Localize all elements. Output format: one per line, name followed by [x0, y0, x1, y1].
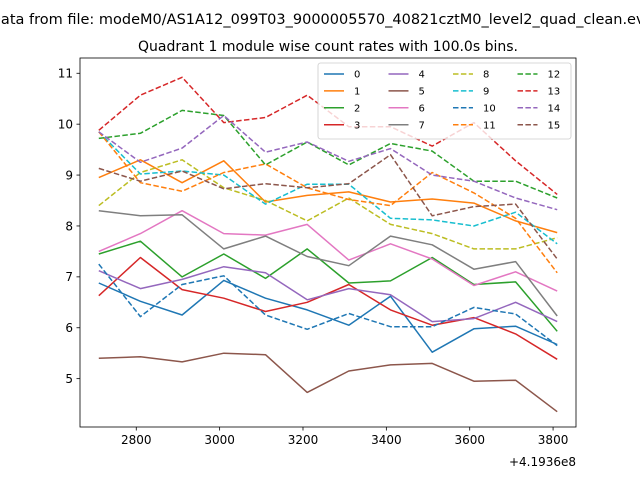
legend-label-4: 4: [419, 70, 425, 81]
y-tick-label-5: 5: [65, 372, 73, 386]
series-line-15: [98, 153, 558, 260]
legend-label-10: 10: [483, 103, 496, 114]
x-tick-label-3600: 3600: [454, 433, 485, 447]
series-line-9: [98, 131, 558, 245]
y-tick-label-6: 6: [65, 321, 73, 335]
y-tick-label-9: 9: [65, 168, 73, 182]
legend-label-8: 8: [483, 70, 489, 81]
series-line-14: [98, 114, 558, 211]
legend-label-7: 7: [419, 120, 425, 131]
series-line-11: [98, 131, 558, 274]
series-line-1: [98, 159, 558, 234]
figure-suptitle: Data from file: modeM0/AS1A12_099T03_900…: [0, 12, 640, 28]
x-tick-label-3400: 3400: [371, 433, 402, 447]
series-line-7: [98, 209, 558, 317]
series-line-3: [98, 256, 558, 360]
series-line-4: [98, 265, 558, 323]
series-line-8: [98, 159, 558, 250]
x-tick-label-3800: 3800: [538, 433, 569, 447]
chart-title: Quadrant 1 module wise count rates with …: [138, 39, 518, 55]
series-line-5: [98, 352, 558, 413]
legend-label-5: 5: [419, 87, 425, 98]
series-line-10: [98, 263, 558, 347]
legend-label-13: 13: [548, 87, 561, 98]
legend-label-9: 9: [483, 87, 489, 98]
y-tick-label-7: 7: [65, 270, 73, 284]
legend-label-11: 11: [483, 120, 496, 131]
series-line-2: [98, 240, 558, 332]
x-axis-offset-label: +4.1936e8: [509, 455, 576, 469]
legend-label-14: 14: [548, 103, 561, 114]
series-line-0: [98, 279, 558, 353]
legend-label-0: 0: [354, 70, 360, 81]
y-tick-label-8: 8: [65, 219, 73, 233]
legend-label-15: 15: [548, 120, 561, 131]
x-tick-label-3000: 3000: [204, 433, 235, 447]
legend-label-2: 2: [354, 103, 360, 114]
series-line-12: [98, 109, 558, 199]
legend-label-1: 1: [354, 87, 360, 98]
x-tick-label-2800: 2800: [121, 433, 152, 447]
legend-label-6: 6: [419, 103, 425, 114]
axes-frame: [79, 57, 577, 428]
y-tick-label-10: 10: [58, 117, 73, 131]
legend-box: [317, 62, 572, 140]
y-tick-label-11: 11: [58, 67, 73, 81]
legend-label-3: 3: [354, 120, 360, 131]
x-tick-label-3200: 3200: [288, 433, 319, 447]
legend-label-12: 12: [548, 70, 561, 81]
